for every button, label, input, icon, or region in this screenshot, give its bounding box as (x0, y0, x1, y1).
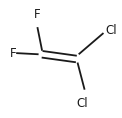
Text: F: F (10, 47, 17, 60)
Text: Cl: Cl (106, 24, 117, 37)
Text: Cl: Cl (76, 97, 88, 110)
Text: F: F (34, 8, 41, 21)
